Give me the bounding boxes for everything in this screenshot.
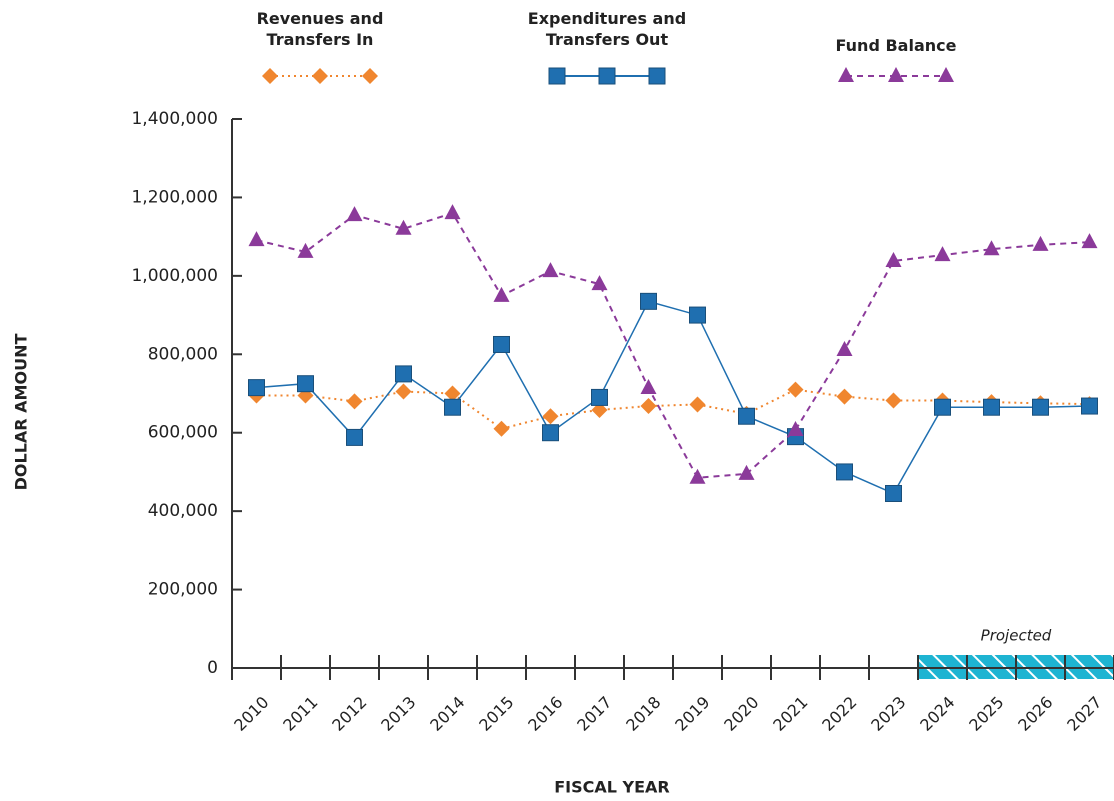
x-tick-label: 2012 (328, 693, 370, 735)
marker (297, 242, 314, 258)
marker (836, 340, 853, 356)
x-axis-title: FISCAL YEAR (554, 778, 670, 797)
y-tick-label: 200,000 (148, 580, 218, 600)
marker (346, 206, 363, 222)
marker (885, 251, 902, 267)
marker (836, 463, 853, 481)
legend-label: Expenditures and Transfers Out (527, 9, 687, 49)
marker (1081, 233, 1098, 249)
marker (934, 246, 951, 262)
x-tick-label: 2017 (573, 693, 615, 735)
legend-label: Fund Balance (835, 36, 957, 55)
marker (836, 388, 853, 405)
x-tick-label: 2015 (475, 693, 517, 735)
marker (395, 365, 412, 383)
y-tick-label: 1,000,000 (131, 266, 218, 286)
series-line (256, 300, 1090, 495)
marker (1081, 397, 1098, 415)
marker (395, 383, 412, 400)
marker (787, 381, 804, 398)
marker (640, 379, 657, 395)
x-tick-label: 2027 (1063, 693, 1105, 735)
x-tick-label: 2018 (622, 693, 664, 735)
legend-marker (262, 68, 278, 84)
marker (346, 428, 363, 446)
marker (640, 398, 657, 415)
marker (591, 388, 608, 406)
series-line (256, 388, 1090, 430)
legend-marker (838, 67, 854, 82)
marker (689, 396, 706, 413)
marker (1032, 398, 1049, 416)
marker (1032, 235, 1049, 251)
marker (248, 231, 265, 247)
x-tick-label: 2016 (524, 693, 566, 735)
marker (444, 385, 461, 402)
marker (542, 408, 559, 425)
y-tick-label: 600,000 (148, 423, 218, 443)
marker (591, 401, 608, 418)
y-tick-label: 1,200,000 (131, 187, 218, 207)
marker (444, 398, 461, 416)
y-tick-label: 0 (207, 658, 218, 678)
marker (493, 286, 510, 302)
x-tick-label: 2011 (279, 693, 321, 735)
marker (689, 306, 706, 324)
legend-marker (548, 67, 566, 85)
x-tick-label: 2019 (671, 693, 713, 735)
marker (689, 468, 706, 484)
marker (983, 240, 1000, 256)
x-tick-label: 2021 (769, 693, 811, 735)
x-tick-label: 2010 (230, 693, 272, 735)
y-axis-title: DOLLAR AMOUNT (12, 334, 31, 491)
marker (493, 420, 510, 437)
legend-marker (362, 68, 378, 84)
marker (640, 292, 657, 310)
legend-marker (312, 68, 328, 84)
marker (934, 398, 951, 416)
x-tick-label: 2025 (965, 693, 1007, 735)
legend-marker (598, 67, 616, 85)
marker (738, 407, 755, 425)
x-tick-label: 2026 (1014, 693, 1056, 735)
marker (542, 424, 559, 442)
series-line (256, 211, 1090, 479)
marker (542, 262, 559, 278)
marker (885, 392, 902, 409)
marker (493, 335, 510, 353)
marker (248, 379, 265, 397)
legend-marker (648, 67, 666, 85)
y-tick-label: 1,400,000 (131, 109, 218, 129)
marker (395, 219, 412, 235)
legend-marker (938, 67, 954, 82)
x-tick-label: 2014 (426, 693, 468, 735)
marker (983, 398, 1000, 416)
marker (346, 393, 363, 410)
y-tick-label: 800,000 (148, 344, 218, 364)
x-tick-label: 2023 (867, 693, 909, 735)
marker (591, 275, 608, 291)
legend-marker (888, 67, 904, 82)
x-tick-label: 2020 (720, 693, 762, 735)
x-tick-label: 2024 (916, 693, 958, 735)
annotation: Projected (981, 627, 1052, 645)
marker (444, 204, 461, 220)
marker (738, 464, 755, 480)
x-tick-label: 2022 (818, 693, 860, 735)
marker (297, 375, 314, 393)
x-tick-label: 2013 (377, 693, 419, 735)
marker (885, 484, 902, 502)
marker (787, 420, 804, 436)
y-tick-label: 400,000 (148, 501, 218, 521)
legend-label: Revenues and Transfers In (256, 9, 384, 49)
